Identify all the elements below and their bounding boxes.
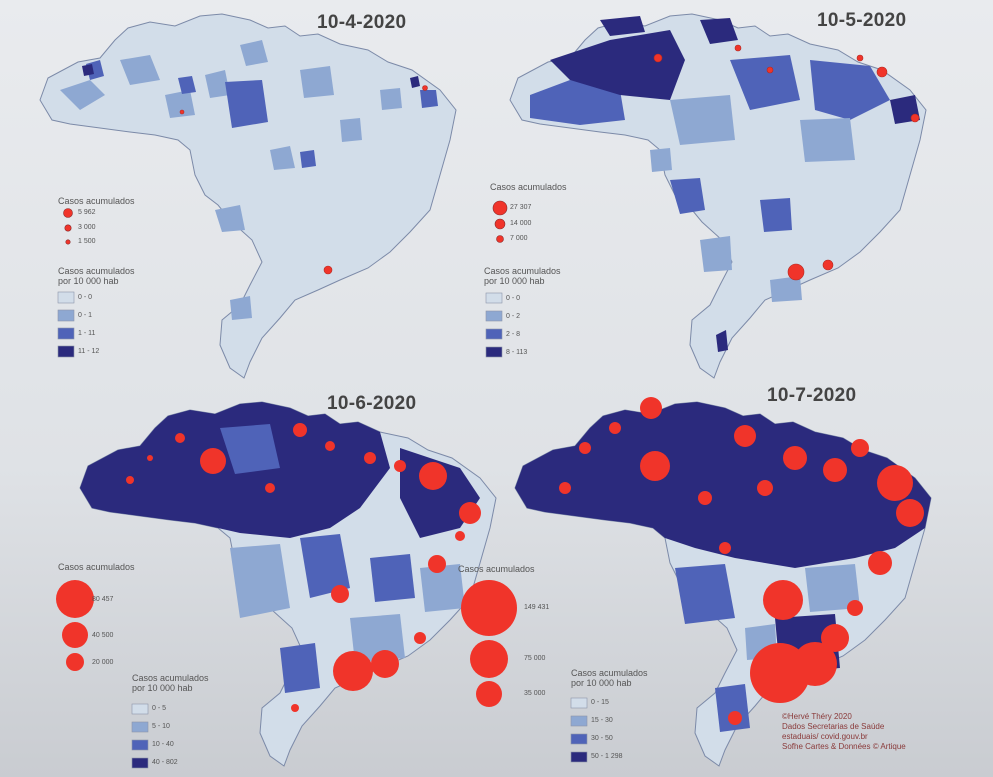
credit-software: Sofhe Cartes & Données © Artique [782,742,906,751]
map-2020-04-class2-areas [60,40,402,320]
map-2020-05-symbol-legend-title: Casos acumulados [490,182,567,192]
map-2020-05-class-label-3: 2 - 8 [506,331,521,338]
map-2020-05-choropleth-title-line1: Casos acumulados [484,266,561,276]
map-2020-06-choropleth-legend-title: Casos acumulados por 10 000 hab [132,673,209,693]
map-2020-07-symbol-value-small: 35 000 [524,690,546,697]
map-2020-07-choropleth-title-line2: por 10 000 hab [571,678,632,688]
map-2020-05-symbol-value-medium: 14 000 [510,220,532,227]
map-2020-05-class-label-1: 0 - 0 [506,295,521,302]
map-2020-05-choropleth-legend-title: Casos acumulados por 10 000 hab [484,266,561,286]
map-2020-07-class-label-1: 0 - 15 [591,699,609,706]
map-2020-06-class-label-1: 0 - 5 [152,705,167,712]
map-2020-04-class-label-2: 0 - 1 [78,312,93,319]
map-2020-05-symbol-value-large: 27 307 [510,204,532,211]
map-2020-06-class3-areas [220,424,415,693]
map-2020-04-choropleth-title-line1: Casos acumulados [58,266,135,276]
map-2020-04-title: 10-4-2020 [317,12,407,33]
map-2020-07-legend-symbols [461,580,517,707]
map-2020-04-symbol-value-large: 5 962 [78,209,96,216]
map-2020-04 [39,13,457,379]
map-2020-07-choropleth-legend-title: Casos acumulados por 10 000 hab [571,668,648,688]
map-2020-06-legend-symbols [56,580,94,671]
map-2020-07-symbol-value-medium: 75 000 [524,655,546,662]
map-2020-06-symbol-value-large: 80 457 [92,596,114,603]
map-2020-04-symbol-value-medium: 3 000 [78,224,96,231]
map-2020-04-class3-areas [86,60,438,168]
map-2020-05 [485,13,927,379]
map-2020-04-legend-swatches [57,291,75,358]
map-2020-06-class-label-3: 10 - 40 [152,741,174,748]
credits-block: ©Hervé Théry 2020 Dados Secretarias de S… [782,712,906,752]
map-2020-07-class-label-3: 30 - 50 [591,735,613,742]
credit-author: ©Hervé Théry 2020 [782,712,852,721]
map-2020-06 [56,401,497,769]
map-2020-07-symbol-value-large: 149 431 [524,604,550,611]
map-2020-05-class2-areas [650,95,855,302]
map-2020-05-class-label-2: 0 - 2 [506,313,521,320]
map-2020-05-class-label-4: 8 - 113 [506,349,528,356]
map-2020-05-legend-symbols [492,200,508,243]
map-2020-06-symbol-value-medium: 40 500 [92,632,114,639]
credit-source-1: Dados Secretarias de Saúde [782,722,885,731]
map-2020-06-class2-areas [230,544,465,663]
map-2020-04-symbol-value-small: 1 500 [78,238,96,245]
map-2020-05-legend-swatches [485,292,503,358]
map-2020-05-title: 10-5-2020 [817,10,907,31]
map-2020-04-case-symbols [179,85,428,275]
map-2020-04-class-label-3: 1 - 11 [78,330,96,337]
map-2020-04-choropleth-title-line2: por 10 000 hab [58,276,119,286]
map-2020-04-class-label-1: 0 - 0 [78,294,93,301]
map-2020-05-class3-areas [530,55,890,232]
map-2020-07-case-symbols [559,397,924,725]
map-2020-04-symbol-legend-title: Casos acumulados [58,196,135,206]
map-2020-06-symbol-value-small: 20 000 [92,659,114,666]
map-2020-06-case-symbols [126,423,481,712]
map-2020-07-class3-areas [675,564,750,732]
map-2020-07-legend-swatches [570,697,588,763]
map-2020-06-class-label-4: 40 - 802 [152,759,178,766]
map-2020-06-class4-areas [80,402,480,538]
map-2020-07-symbol-legend-title: Casos acumulados [458,564,535,574]
map-2020-06-choropleth-title-line2: por 10 000 hab [132,683,193,693]
map-2020-06-symbol-legend-title: Casos acumulados [58,562,135,572]
map-2020-06-title: 10-6-2020 [327,393,417,414]
map-2020-07-class-label-4: 50 - 1 298 [591,753,623,760]
map-2020-06-class-label-2: 5 - 10 [152,723,170,730]
map-2020-05-choropleth-title-line2: por 10 000 hab [484,276,545,286]
map-2020-04-legend-symbols [63,208,73,245]
map-2020-05-case-symbols [653,44,920,281]
map-2020-05-symbol-value-small: 7 000 [510,235,528,242]
map-2020-04-class-label-4: 11 - 12 [78,348,100,355]
map-2020-04-choropleth-legend-title: Casos acumulados por 10 000 hab [58,266,135,286]
map-2020-04-class4-areas [82,64,420,88]
map-2020-06-legend-swatches [131,703,149,769]
map-2020-06-choropleth-title-line1: Casos acumulados [132,673,209,683]
map-2020-07 [461,397,932,767]
credit-source-2: estaduais/ covid.gouv.br [782,732,868,741]
map-2020-07-choropleth-title-line1: Casos acumulados [571,668,648,678]
map-2020-07-title: 10-7-2020 [767,385,857,406]
map-2020-07-class-label-2: 15 - 30 [591,717,613,724]
